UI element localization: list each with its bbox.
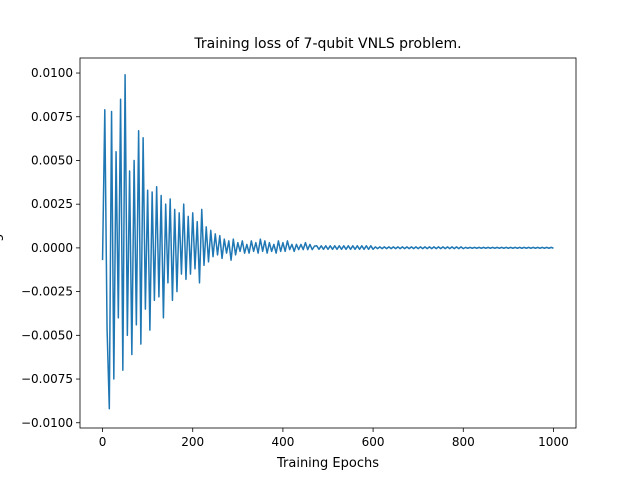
x-tick-label: 800 <box>452 435 475 449</box>
y-tick-label: 0.0100 <box>31 66 73 80</box>
y-tick-label: −0.0075 <box>21 372 73 386</box>
x-tick-label: 1000 <box>538 435 569 449</box>
x-tick-label: 400 <box>271 435 294 449</box>
axes-frame <box>79 57 577 429</box>
y-axis-label: Training Loss <box>0 201 4 286</box>
y-tick-label: −0.0100 <box>21 416 73 430</box>
x-tick-label: 0 <box>99 435 107 449</box>
x-tick-label: 200 <box>181 435 204 449</box>
y-tick-label: −0.0050 <box>21 328 73 342</box>
y-tick-label: 0.0000 <box>31 241 73 255</box>
y-tick-label: 0.0075 <box>31 110 73 124</box>
y-tick-label: 0.0025 <box>31 197 73 211</box>
y-tick-label: −0.0025 <box>21 285 73 299</box>
chart-title: Training loss of 7-qubit VNLS problem. <box>193 36 461 52</box>
x-tick-label: 600 <box>362 435 385 449</box>
x-axis-label: Training Epochs <box>276 456 379 471</box>
data-line <box>101 74 554 410</box>
y-tick-label: 0.0050 <box>31 153 73 167</box>
